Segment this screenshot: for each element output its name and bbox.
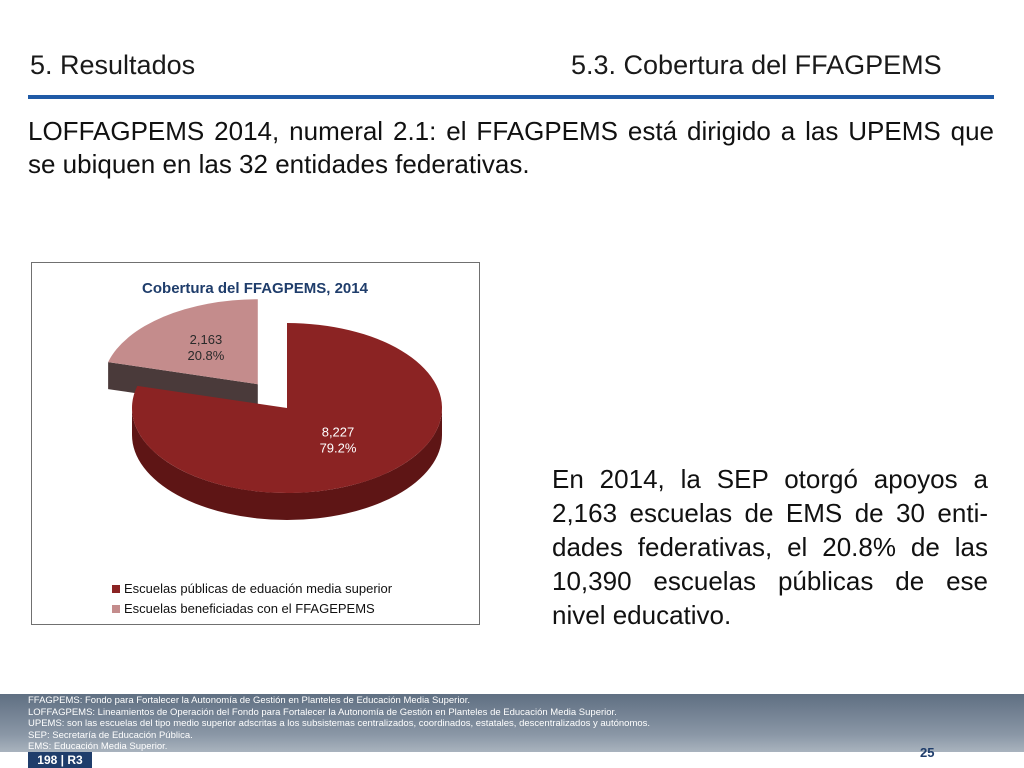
legend-entry-0: Escuelas públicas de eduación media supe… <box>124 581 393 596</box>
pie-slice-side-0 <box>132 408 442 520</box>
footer-note: SEP: Secretaría de Educación Pública. <box>28 729 193 741</box>
pie-chart-panel: Cobertura del FFAGPEMS, 2014 8,227 79.2% 2,… <box>31 262 480 625</box>
legend-swatch-0 <box>112 585 120 593</box>
legend-swatch-1 <box>112 605 120 613</box>
pie-slice-value-label-1: 2,163 <box>190 332 223 347</box>
pie-slice-value-label-0: 8,227 <box>322 425 355 440</box>
footer-note: EMS: Educación Media Superior. <box>28 741 168 753</box>
footer-note: FFAGPEMS: Fondo para Fortalecer la Auton… <box>28 695 470 706</box>
footer-notes-bar <box>0 694 1024 752</box>
pie-slice-0 <box>132 323 443 493</box>
pie-slice-percent-label-0: 79.2% <box>320 441 357 456</box>
header-divider <box>28 95 994 99</box>
pie-slice-percent-label-1: 20.8% <box>187 348 224 363</box>
summary-paragraph: En 2014, la SEP otorgó apoyos a 2,163 es… <box>552 464 988 630</box>
section-title: 5. Resultados <box>30 50 196 80</box>
footer: FFAGPEMS: Fondo para Fortalecer la Auton… <box>0 690 1024 768</box>
pie-slice-1 <box>108 299 258 385</box>
subsection-title: 5.3. Cobertura del FFAGPEMS <box>571 50 942 80</box>
page-number: 25 <box>920 745 935 760</box>
chart-title: Cobertura del FFAGPEMS, 2014 <box>142 280 369 297</box>
footer-notes: FFAGPEMS: Fondo para Fortalecer la Auton… <box>28 695 928 753</box>
footer-note: UPEMS: son las escuelas del tipo medio s… <box>28 718 651 730</box>
document-code: 198 | R3 <box>28 752 92 768</box>
intro-paragraph: LOFFAGPEMS 2014, numeral 2.1: el FFAGPEM… <box>28 116 994 179</box>
legend-entry-1: Escuelas beneficiadas con el FFAGEPEMS <box>124 601 375 616</box>
footer-note: LOFFAGPEMS: Lineamientos de Operación de… <box>28 706 617 718</box>
